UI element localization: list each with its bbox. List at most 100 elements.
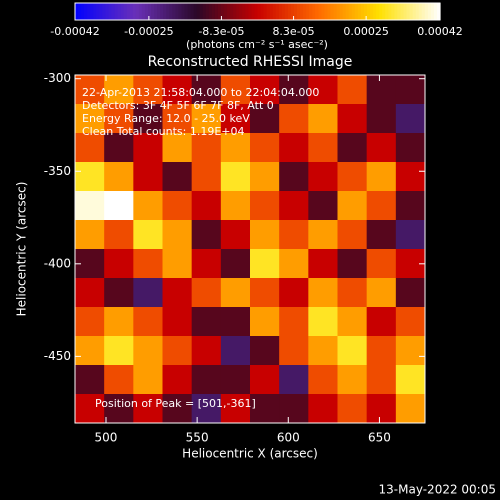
- colorbar-tick-label: 0.00042: [417, 25, 463, 38]
- heat-cell: [279, 394, 309, 424]
- colorbar-swatch: [90, 3, 94, 20]
- heat-cell: [337, 278, 368, 308]
- annotation: 22-Apr-2013 21:58:04.000 to 22:04:04.000: [82, 86, 319, 99]
- heat-cell: [395, 220, 426, 250]
- colorbar-swatch: [290, 3, 295, 20]
- heat-cell: [191, 75, 222, 105]
- colorbar-swatch: [403, 3, 408, 20]
- colorbar-swatch: [287, 3, 292, 20]
- colorbar-swatch: [166, 3, 170, 20]
- colorbar-swatch: [330, 3, 335, 20]
- heat-cell: [220, 278, 251, 308]
- colorbar-swatch: [117, 3, 122, 20]
- annotation: Detectors: 3F 4F 5F 6F 7F 8F, Att 0: [82, 99, 274, 112]
- heat-cell: [220, 220, 251, 250]
- heat-cell: [250, 104, 280, 134]
- colorbar-tick-label: 8.3e-05: [272, 25, 314, 38]
- heat-cell: [104, 162, 134, 192]
- heat-cell: [308, 104, 338, 134]
- colorbar-swatch: [163, 3, 167, 20]
- heat-cell: [75, 104, 105, 134]
- heat-cell: [162, 278, 193, 308]
- colorbar-swatch: [144, 3, 149, 20]
- heat-cell: [308, 278, 338, 308]
- heat-cell: [220, 104, 251, 134]
- heat-cell: [337, 249, 368, 279]
- heat-cell: [220, 162, 251, 192]
- colorbar-swatch: [275, 3, 280, 20]
- colorbar-swatch: [205, 3, 210, 20]
- heat-cell: [162, 249, 193, 279]
- colorbar-swatch: [148, 3, 152, 20]
- heat-cell: [191, 249, 222, 279]
- annotation: Energy Range: 12.0 - 25.0 keV: [82, 112, 250, 125]
- colorbar-swatch: [430, 3, 435, 20]
- colorbar-swatch: [208, 3, 213, 20]
- colorbar-swatch: [324, 3, 329, 20]
- colorbar-swatch: [363, 3, 368, 20]
- colorbar-swatch: [78, 3, 82, 20]
- heat-cell: [250, 278, 280, 308]
- colorbar-label: (photons cm⁻² s⁻¹ asec⁻²): [186, 38, 328, 51]
- colorbar-swatch: [321, 3, 326, 20]
- heat-cell: [366, 191, 397, 221]
- colorbar-swatch: [424, 3, 429, 20]
- colorbar-swatch: [217, 3, 222, 20]
- colorbar-swatch: [370, 3, 374, 20]
- heat-cell: [133, 104, 163, 134]
- heat-cell: [133, 249, 163, 279]
- colorbar-swatch: [184, 3, 189, 20]
- colorbar-swatch: [251, 3, 256, 20]
- heat-cell: [133, 133, 163, 163]
- colorbar-swatch: [421, 3, 426, 20]
- heat-cell: [133, 307, 163, 337]
- colorbar-swatch: [99, 3, 103, 20]
- colorbar-swatch: [84, 3, 88, 20]
- colorbar-swatch: [257, 3, 262, 20]
- colorbar-swatch: [272, 3, 277, 20]
- heat-cell: [250, 133, 280, 163]
- colorbar-swatch: [202, 3, 207, 20]
- heat-cell: [279, 133, 309, 163]
- peak-note: Position of Peak = [501,-361]: [95, 397, 256, 410]
- colorbar-swatch: [214, 3, 219, 20]
- colorbar-swatch: [120, 3, 125, 20]
- heat-cell: [191, 307, 222, 337]
- colorbar-swatch: [154, 3, 158, 20]
- heat-cell: [104, 307, 134, 337]
- y-tick-label: -450: [44, 349, 71, 363]
- colorbar-swatch: [266, 3, 271, 20]
- heat-cell: [250, 220, 280, 250]
- heat-cell: [337, 336, 368, 366]
- heat-cell: [366, 307, 397, 337]
- x-tick-label: 550: [186, 431, 209, 445]
- heat-cell: [191, 220, 222, 250]
- colorbar-tick-label: -0.00042: [50, 25, 99, 38]
- heat-cell: [395, 394, 426, 424]
- colorbar-swatch: [93, 3, 97, 20]
- heat-cell: [395, 162, 426, 192]
- heat-cell: [250, 162, 280, 192]
- heat-cell: [133, 336, 163, 366]
- colorbar-swatch: [409, 3, 414, 20]
- heat-cell: [308, 220, 338, 250]
- colorbar-swatch: [260, 3, 265, 20]
- heat-cell: [220, 75, 251, 105]
- colorbar-swatch: [394, 3, 399, 20]
- colorbar-swatch: [269, 3, 274, 20]
- colorbar-swatch: [160, 3, 164, 20]
- heat-cell: [366, 365, 397, 395]
- heat-cell: [279, 220, 309, 250]
- colorbar-swatch: [178, 3, 183, 20]
- colorbar-swatch: [114, 3, 119, 20]
- heat-cell: [279, 278, 309, 308]
- colorbar-swatch: [418, 3, 423, 20]
- colorbar-swatch: [211, 3, 216, 20]
- colorbar-swatch: [135, 3, 140, 20]
- heat-cell: [395, 307, 426, 337]
- colorbar-swatch: [348, 3, 353, 20]
- heat-cell: [308, 307, 338, 337]
- colorbar-tick-label: -8.3e-05: [198, 25, 244, 38]
- heat-cell: [395, 75, 426, 105]
- heat-cell: [279, 365, 309, 395]
